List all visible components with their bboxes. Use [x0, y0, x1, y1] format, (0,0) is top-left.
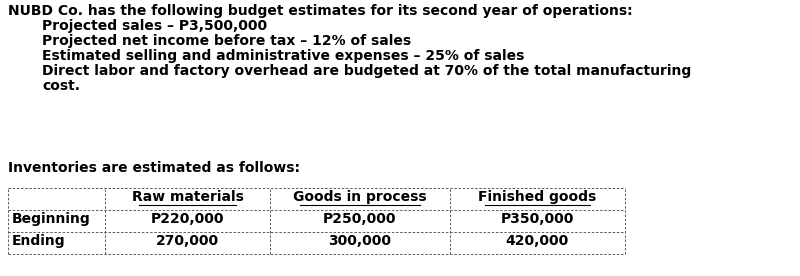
Text: Direct labor and factory overhead are budgeted at 70% of the total manufacturing: Direct labor and factory overhead are bu…: [42, 64, 691, 78]
Text: Projected net income before tax – 12% of sales: Projected net income before tax – 12% of…: [42, 34, 411, 48]
Text: Goods in process: Goods in process: [293, 190, 427, 204]
Text: 420,000: 420,000: [506, 234, 569, 248]
Text: Ending: Ending: [12, 234, 66, 248]
Text: cost.: cost.: [42, 79, 80, 93]
Text: Finished goods: Finished goods: [478, 190, 597, 204]
Text: 300,000: 300,000: [329, 234, 391, 248]
Text: P350,000: P350,000: [501, 212, 574, 226]
Text: Projected sales – P3,500,000: Projected sales – P3,500,000: [42, 19, 267, 33]
Text: P250,000: P250,000: [323, 212, 397, 226]
Text: Inventories are estimated as follows:: Inventories are estimated as follows:: [8, 161, 300, 175]
Text: 270,000: 270,000: [156, 234, 219, 248]
Text: Raw materials: Raw materials: [131, 190, 243, 204]
Text: NUBD Co. has the following budget estimates for its second year of operations:: NUBD Co. has the following budget estima…: [8, 4, 633, 18]
Text: Estimated selling and administrative expenses – 25% of sales: Estimated selling and administrative exp…: [42, 49, 524, 63]
Text: P220,000: P220,000: [150, 212, 224, 226]
Text: Beginning: Beginning: [12, 212, 90, 226]
